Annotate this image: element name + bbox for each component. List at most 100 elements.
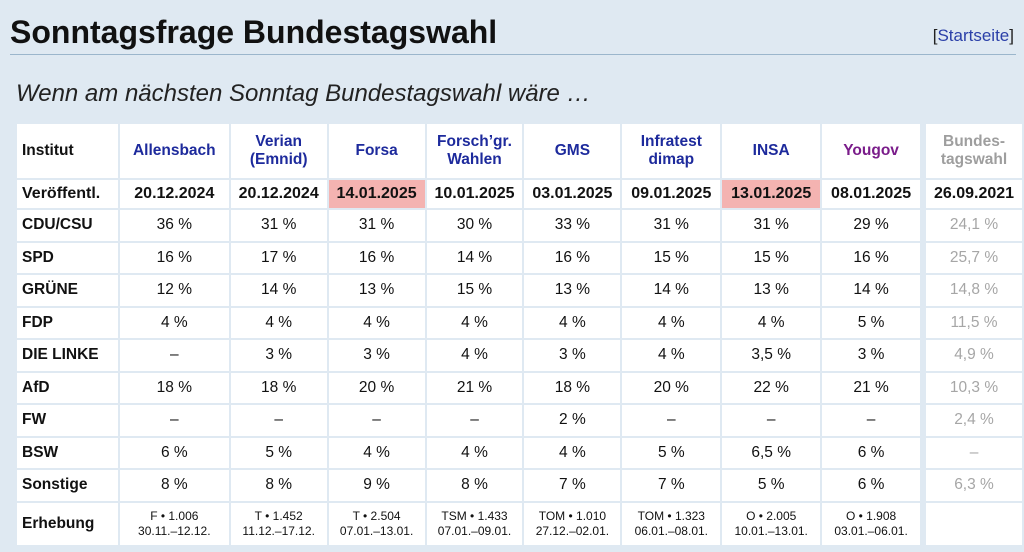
poll-value: 18 % (119, 372, 229, 403)
poll-value: 3 % (822, 340, 921, 371)
election-name: Bundes- (943, 133, 1005, 150)
election-result: 2,4 % (926, 405, 1022, 436)
poll-value: 29 % (822, 210, 921, 241)
publication-label: Veröffentl. (17, 180, 118, 208)
survey-period: 06.01.–08.01. (634, 523, 708, 538)
poll-value: – (722, 405, 821, 436)
institute-name: Forsch’gr. (437, 133, 512, 150)
survey-method-count: TOM • 1.323 (637, 508, 705, 523)
party-row: Sonstige 8 % 8 % 9 % 8 % 7 % 7 % 5 % 6 % 6,3 % (17, 470, 1022, 501)
institute-header[interactable]: Verian (Emnid) (230, 124, 327, 178)
poll-value: 6 % (822, 437, 921, 468)
column-gap (922, 308, 924, 339)
poll-value: 2 % (524, 405, 621, 436)
poll-value: 7 % (622, 470, 721, 501)
institute-header[interactable]: Allensbach (119, 124, 229, 178)
poll-value: – (822, 405, 921, 436)
poll-value: – (426, 405, 523, 436)
column-gap (922, 210, 924, 241)
poll-value: 5 % (622, 437, 721, 468)
institute-name-line-2: Wahlen (447, 151, 502, 168)
poll-value: 3 % (230, 340, 327, 371)
party-name: FW (17, 405, 118, 436)
poll-value: 4 % (119, 307, 229, 338)
poll-value: 4 % (328, 307, 425, 338)
poll-value: 12 % (119, 275, 229, 306)
party-row: DIE LINKE –3 % 3 % 4 % 3 % 4 % 3,5 % 3 % 4,9 % (17, 340, 1022, 371)
poll-value: 14 % (426, 242, 523, 273)
poll-value: – (119, 340, 229, 371)
poll-value: 4 % (426, 437, 523, 468)
institute-name: Forsa (355, 142, 398, 159)
party-name: AfD (17, 372, 118, 403)
party-row: BSW 6 % 5 % 4 % 4 % 4 % 5 % 6,5 % 6 % – (17, 437, 1022, 468)
survey-info: TOM • 1.323 06.01.–08.01. (622, 502, 721, 545)
question-subtitle: Wenn am nächsten Sonntag Bundestagswahl … (16, 80, 591, 107)
poll-value: 15 % (426, 275, 523, 306)
election-header: Bundes-tagswahl (926, 124, 1022, 178)
party-name: CDU/CSU (17, 210, 118, 241)
poll-value: 5 % (822, 307, 921, 338)
bracket-open: [ (932, 26, 938, 45)
survey-period: 30.11.–12.12. (138, 523, 211, 538)
column-gap (922, 124, 924, 178)
poll-value: 9 % (328, 470, 425, 501)
poll-value: 21 % (822, 372, 921, 403)
poll-value: 36 % (119, 210, 229, 241)
poll-value: 16 % (524, 242, 621, 273)
poll-value: 31 % (230, 210, 327, 241)
party-row: CDU/CSU 36 % 31 % 31 % 30 % 33 % 31 % 31 % 29 % 2… (17, 210, 1022, 241)
survey-period: 03.01.–06.01. (834, 523, 908, 538)
poll-value: 6,5 % (722, 437, 821, 468)
party-name: GRÜNE (17, 275, 118, 306)
publication-date: 10.01.2025 (426, 180, 523, 208)
column-gap (922, 373, 924, 404)
poll-value: 8 % (119, 470, 229, 501)
institute-header[interactable]: Yougov (822, 124, 921, 178)
institute-header-row: Institut Allensbach Verian (Emnid) Forsa Fors… (17, 124, 1022, 178)
institute-header[interactable]: Forsch’gr. Wahlen (426, 124, 523, 178)
poll-value: 4 % (230, 307, 327, 338)
poll-value: 4 % (622, 340, 721, 371)
poll-value: 4 % (722, 307, 821, 338)
institute-header[interactable]: Infratest dimap (622, 124, 721, 178)
startseite-link[interactable]: Startseite (937, 26, 1010, 45)
poll-value: 18 % (524, 372, 621, 403)
election-result: 11,5 % (926, 307, 1022, 338)
institute-header[interactable]: Forsa (328, 124, 425, 178)
survey-info: T • 2.504 07.01.–13.01. (328, 502, 425, 545)
poll-value: 20 % (328, 372, 425, 403)
survey-period: 10.01.–13.01. (734, 523, 808, 538)
page-header: Sonntagsfrage Bundestagswahl [Startseite… (10, 8, 1016, 55)
institute-name: Verian (255, 133, 302, 150)
poll-table: Institut Allensbach Verian (Emnid) Forsa Fors… (15, 122, 1024, 547)
poll-value: 14 % (822, 275, 921, 306)
institute-name-line-2: dimap (648, 151, 695, 168)
party-row: FW – – – –2 % – – –2,4 % (17, 405, 1022, 436)
institute-header[interactable]: GMS (524, 124, 621, 178)
poll-value: 18 % (230, 372, 327, 403)
election-result: 25,7 % (926, 242, 1022, 273)
column-gap (922, 503, 924, 545)
poll-value: 22 % (722, 372, 821, 403)
institute-header[interactable]: INSA (722, 124, 821, 178)
column-gap (922, 180, 924, 208)
publication-date: 20.12.2024 (119, 180, 229, 208)
institute-name: INSA (752, 142, 790, 159)
party-row: GRÜNE 12 % 14 % 13 % 15 % 13 % 14 % 13 % 14 % 14,… (17, 275, 1022, 306)
column-gap (922, 405, 924, 436)
election-result: 6,3 % (926, 470, 1022, 501)
poll-value: 5 % (230, 437, 327, 468)
bracket-close: ] (1009, 26, 1014, 45)
survey-info: T • 1.452 11.12.–17.12. (230, 502, 327, 545)
poll-value: 15 % (622, 242, 721, 273)
poll-value: 31 % (328, 210, 425, 241)
poll-value: 16 % (328, 242, 425, 273)
publication-date: 03.01.2025 (524, 180, 621, 208)
survey-period: 07.01.–09.01. (437, 523, 512, 538)
party-row: AfD 18 % 18 % 20 % 21 % 18 % 20 % 22 % 21 % 10,3 … (17, 372, 1022, 404)
survey-info: F • 1.006 30.11.–12.12. (119, 502, 229, 545)
election-name-line-2: tagswahl (940, 151, 1008, 168)
poll-value: 5 % (722, 470, 821, 501)
survey-method-count: T • 2.504 (352, 508, 401, 523)
